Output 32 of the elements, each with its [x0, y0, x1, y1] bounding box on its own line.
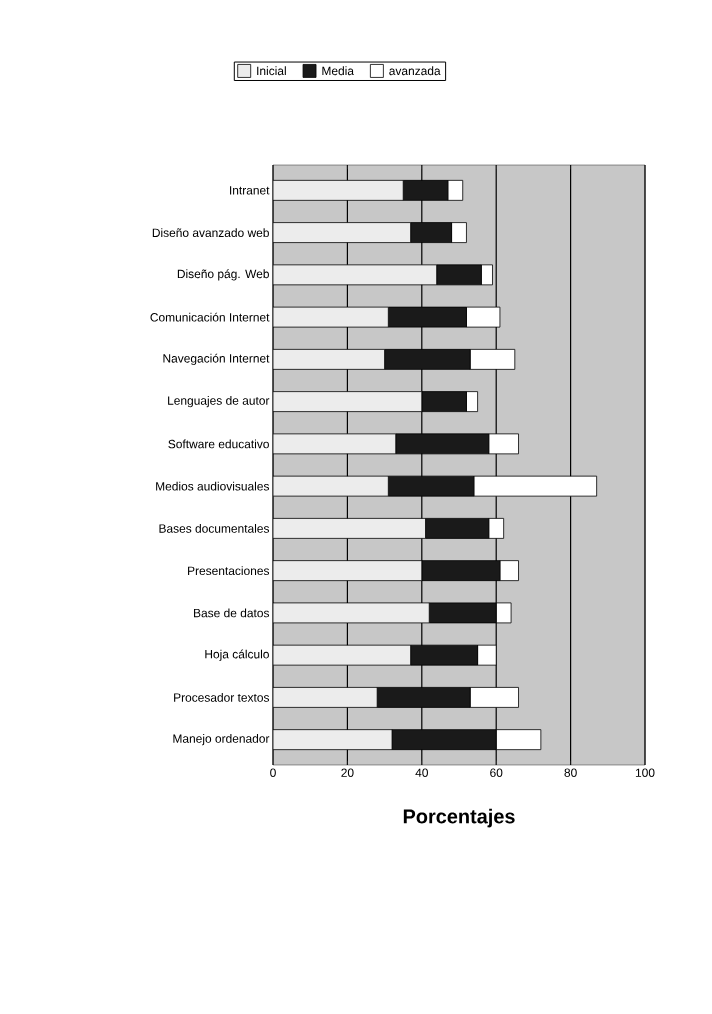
- y-tick-label: Medios audiovisuales: [156, 481, 270, 491]
- bar: [273, 222, 412, 243]
- bar: [273, 517, 426, 539]
- bar: [273, 729, 393, 751]
- y-tick-label: Diseño pág. Web: [177, 269, 269, 281]
- y-tick-label: Presentaciones: [188, 566, 270, 576]
- bar: [273, 560, 423, 582]
- legend-label: Inicial: [257, 66, 286, 76]
- legend-label: Media: [322, 66, 354, 76]
- y-tick-label: Base de datos: [194, 608, 270, 618]
- bar: [273, 391, 423, 413]
- x-tick-label: 40: [415, 768, 428, 777]
- x-axis-title: Porcentajes: [403, 808, 515, 828]
- bar: [273, 179, 404, 201]
- bar: [273, 687, 378, 708]
- y-tick-label: Navegación Internet: [163, 353, 270, 366]
- x-tick-label: 20: [341, 768, 354, 777]
- x-tick-label: 80: [564, 768, 577, 777]
- x-tick-label: 60: [490, 768, 503, 777]
- y-tick-label: Comunicación Internet: [150, 312, 270, 322]
- y-tick-label: Diseño avanzado web: [152, 228, 269, 237]
- x-tick-label: 0: [270, 768, 276, 777]
- y-tick-label: Intranet: [230, 186, 270, 195]
- y-tick-label: Hoja cálculo: [205, 649, 269, 661]
- x-tick-label: 100: [635, 768, 655, 777]
- y-tick-label: Software educativo: [168, 439, 269, 449]
- legend-label: avanzada: [389, 66, 441, 76]
- y-tick-label: Procesador textos: [174, 693, 270, 702]
- bar: [273, 348, 385, 370]
- y-tick-label: Lenguajes de autor: [168, 396, 270, 408]
- y-tick-label: Bases documentales: [159, 524, 270, 533]
- y-tick-label: Manejo ordenador: [173, 734, 270, 746]
